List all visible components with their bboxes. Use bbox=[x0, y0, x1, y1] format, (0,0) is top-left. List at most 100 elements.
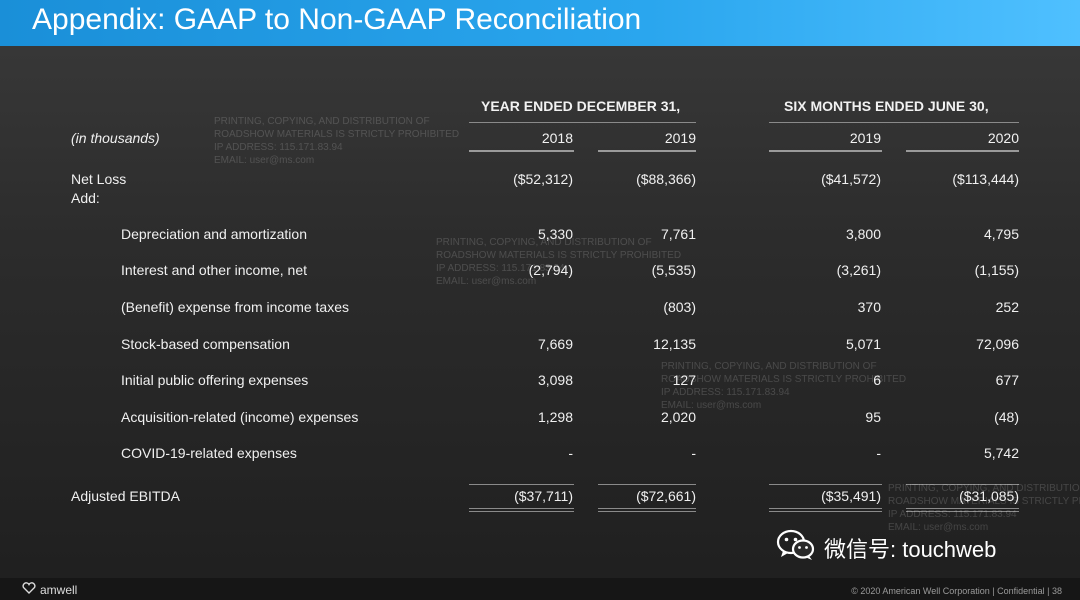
row-label: Acquisition-related (income) expenses bbox=[121, 409, 359, 425]
total-top-rule bbox=[769, 484, 882, 485]
footer-meta: © 2020 American Well Corporation | Confi… bbox=[851, 586, 1062, 596]
table-row-total: Adjusted EBITDA ($37,711) ($72,661) ($35… bbox=[0, 488, 1080, 508]
row-label: COVID-19-related expenses bbox=[121, 445, 297, 461]
six-months-rule bbox=[769, 122, 1019, 123]
table-row: Interest and other income, net (2,794) (… bbox=[0, 262, 1080, 282]
table-cell: 7,761 bbox=[660, 226, 696, 242]
table-cell: 12,135 bbox=[653, 336, 696, 352]
total-top-rule bbox=[598, 484, 696, 485]
table-row: Depreciation and amortization 5,330 7,76… bbox=[0, 226, 1080, 246]
year-ended-header: YEAR ENDED DECEMBER 31, bbox=[481, 98, 681, 114]
footer: amwell © 2020 American Well Corporation … bbox=[0, 578, 1080, 600]
table-cell: 2,020 bbox=[660, 409, 696, 425]
table-cell: ($88,366) bbox=[636, 171, 696, 187]
table-cell: 6 bbox=[873, 372, 881, 388]
table-cell: 4,795 bbox=[983, 226, 1019, 242]
table-cell: 5,742 bbox=[983, 445, 1019, 461]
confidential-text: Confidential bbox=[997, 586, 1045, 596]
table-cell: 3,800 bbox=[845, 226, 881, 242]
separator: | bbox=[992, 586, 998, 596]
table-cell: 95 bbox=[865, 409, 881, 425]
table-row: COVID-19-related expenses - - - 5,742 bbox=[0, 445, 1080, 465]
table-row: (Benefit) expense from income taxes (803… bbox=[0, 299, 1080, 319]
header-underline bbox=[598, 150, 696, 152]
table-row: Net Loss ($52,312) ($88,366) ($41,572) (… bbox=[0, 171, 1080, 191]
table-row: Initial public offering expenses 3,098 1… bbox=[0, 372, 1080, 392]
table-cell: - bbox=[876, 445, 881, 461]
table-cell: ($72,661) bbox=[636, 488, 696, 504]
row-label: Interest and other income, net bbox=[121, 262, 307, 278]
table-cell: - bbox=[568, 445, 573, 461]
table-cell: ($35,491) bbox=[821, 488, 881, 504]
total-bottom-rule bbox=[598, 508, 696, 509]
watermark-line: IP ADDRESS: 115.171.83.94 bbox=[888, 509, 1017, 520]
year-header-2019b: 2019 bbox=[849, 130, 881, 146]
wechat-icon bbox=[776, 528, 816, 567]
total-top-rule bbox=[906, 484, 1019, 485]
table-cell: (1,155) bbox=[974, 262, 1019, 278]
amwell-logo: amwell bbox=[22, 582, 77, 597]
page-number: 38 bbox=[1051, 586, 1062, 596]
total-bottom-rule bbox=[906, 508, 1019, 509]
total-bottom-rule bbox=[469, 511, 574, 512]
separator: | bbox=[1047, 586, 1052, 596]
table-cell: ($52,312) bbox=[513, 171, 573, 187]
total-bottom-rule bbox=[469, 508, 574, 509]
watermark-line: ROADSHOW MATERIALS IS STRICTLY PROHIBITE… bbox=[214, 129, 460, 140]
table-cell: ($31,085) bbox=[959, 488, 1019, 504]
table-cell: ($41,572) bbox=[821, 171, 881, 187]
table-cell: 370 bbox=[857, 299, 881, 315]
total-bottom-rule bbox=[769, 508, 882, 509]
watermark-line: PRINTING, COPYING, AND DISTRIBUTION OF bbox=[214, 116, 430, 127]
total-bottom-rule bbox=[598, 511, 696, 512]
table-row: Stock-based compensation 7,669 12,135 5,… bbox=[0, 336, 1080, 356]
logo-text: amwell bbox=[40, 582, 78, 597]
table-cell: (3,261) bbox=[836, 262, 881, 278]
table-cell: 72,096 bbox=[976, 336, 1019, 352]
table-cell: 677 bbox=[995, 372, 1019, 388]
row-label: Adjusted EBITDA bbox=[71, 488, 180, 504]
year-ended-rule bbox=[469, 122, 696, 123]
table-row: Acquisition-related (income) expenses 1,… bbox=[0, 409, 1080, 429]
table-cell: 5,330 bbox=[537, 226, 573, 242]
units-label: (in thousands) bbox=[71, 130, 160, 146]
header-underline bbox=[906, 150, 1019, 152]
row-label: Add: bbox=[71, 190, 100, 206]
table-cell: 1,298 bbox=[537, 409, 573, 425]
watermark: PRINTING, COPYING, AND DISTRIBUTION OF R… bbox=[214, 115, 459, 167]
watermark-line: IP ADDRESS: 115.171.83.94 bbox=[214, 142, 343, 153]
table-cell: 127 bbox=[672, 372, 696, 388]
table-cell: ($37,711) bbox=[514, 488, 573, 504]
table-cell: ($113,444) bbox=[952, 171, 1019, 187]
six-months-header: SIX MONTHS ENDED JUNE 30, bbox=[784, 98, 989, 114]
social-handle: 微信号: touchweb bbox=[824, 536, 997, 562]
header-underline bbox=[469, 150, 574, 152]
table-row: Add: bbox=[0, 190, 1080, 210]
watermark-line: EMAIL: user@ms.com bbox=[214, 155, 315, 166]
year-header-2020: 2020 bbox=[987, 130, 1019, 146]
row-label: (Benefit) expense from income taxes bbox=[121, 299, 349, 315]
row-label: Net Loss bbox=[71, 171, 127, 187]
page-title: Appendix: GAAP to Non-GAAP Reconciliatio… bbox=[32, 3, 642, 36]
title-bar: Appendix: GAAP to Non-GAAP Reconciliatio… bbox=[0, 0, 1080, 46]
total-top-rule bbox=[469, 484, 574, 485]
table-cell: - bbox=[691, 445, 696, 461]
social-overlay: 微信号: touchweb bbox=[776, 528, 996, 567]
year-header-2018: 2018 bbox=[541, 130, 573, 146]
table-cell: 252 bbox=[995, 299, 1019, 315]
table-cell: (803) bbox=[663, 299, 696, 315]
row-label: Depreciation and amortization bbox=[121, 226, 307, 242]
row-label: Stock-based compensation bbox=[121, 336, 290, 352]
total-bottom-rule bbox=[906, 511, 1019, 512]
table-cell: 7,669 bbox=[537, 336, 573, 352]
table-cell: 3,098 bbox=[537, 372, 573, 388]
copyright-text: © 2020 American Well Corporation bbox=[851, 586, 990, 596]
table-cell: (5,535) bbox=[651, 262, 696, 278]
watermark-line: ROADSHOW MATERIALS IS STRICTLY PROHIBITE… bbox=[436, 250, 682, 261]
total-bottom-rule bbox=[769, 511, 882, 512]
year-header-2019a: 2019 bbox=[664, 130, 696, 146]
header-underline bbox=[769, 150, 882, 152]
table-cell: (48) bbox=[994, 409, 1019, 425]
row-label: Initial public offering expenses bbox=[121, 372, 309, 388]
table-cell: (2,794) bbox=[528, 262, 573, 278]
